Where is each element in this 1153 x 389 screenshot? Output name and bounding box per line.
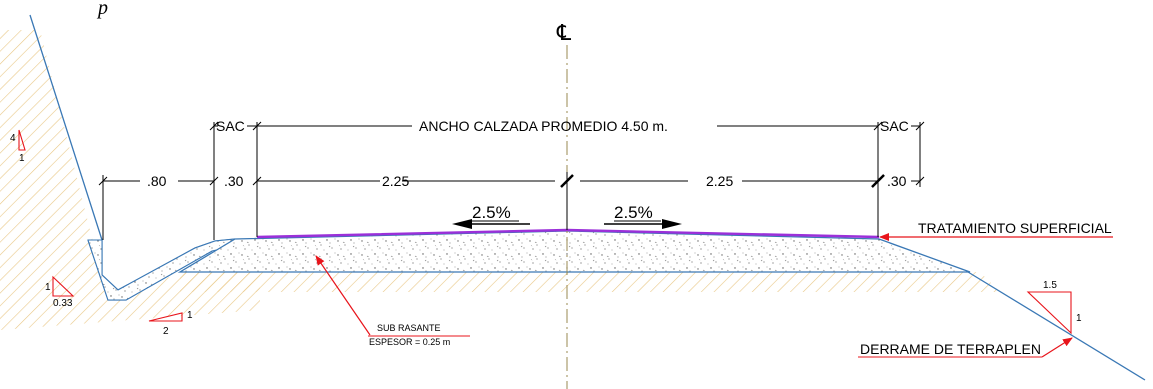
embankment-callout: DERRAME DE TERRAPLEN (858, 337, 1073, 358)
ditch-bottom-rise: 1 (187, 310, 193, 321)
right-shoulder-tick (871, 174, 885, 188)
surface-treatment-callout: TRATAMIENTO SUPERFICIAL (879, 220, 1113, 241)
crossfall-left-label: 2.5% (472, 203, 511, 222)
centerline-symbol: ℄ (556, 21, 572, 46)
fill-slope-line (967, 271, 1146, 381)
subgrade-callout: SUB RASANTE ESPESOR = 0.25 m (315, 255, 470, 347)
centerline-tick (560, 174, 574, 188)
total-width-label: ANCHO CALZADA PROMEDIO 4.50 m. (419, 118, 668, 134)
sac-right-label: SAC (880, 118, 909, 134)
subgrade-title-label: SUB RASANTE (377, 323, 441, 333)
lower-dimension-line (98, 174, 925, 188)
subgrade-thickness-label: ESPESOR = 0.25 m (369, 337, 450, 347)
surface-treatment-label: TRATAMIENTO SUPERFICIAL (918, 220, 1112, 236)
ditch-inner-triangle: 1 0.33 (45, 275, 75, 309)
ditch-bottom-triangle: 1 2 (148, 310, 193, 337)
lane-right-label: 2.25 (706, 173, 733, 189)
natural-ground-hatching (0, 30, 1000, 330)
cut-slope-rise: 4 (10, 133, 16, 144)
ditch-bottom-run: 2 (163, 326, 169, 337)
fill-slope-horizontal: 1.5 (1043, 280, 1057, 291)
shoulder-left-label: .30 (224, 173, 244, 189)
crossfall-left: 2.5% (452, 203, 530, 229)
crossfall-right: 2.5% (604, 203, 682, 229)
ditch-inner-rise: 1 (45, 282, 51, 293)
upper-dimension-line (209, 121, 925, 131)
ditch-inner-run: 0.33 (53, 298, 73, 309)
shoulder-right-label: .30 (887, 173, 907, 189)
fill-slope-triangle: 1.5 1 (1026, 280, 1082, 335)
embankment-label: DERRAME DE TERRAPLEN (860, 341, 1041, 357)
sac-left-label: SAC (216, 118, 245, 134)
title-fragment: p (96, 0, 108, 19)
lane-left-label: 2.25 (382, 173, 409, 189)
ditch-lining (87, 238, 236, 301)
ditch-width-label: .80 (147, 173, 167, 189)
cut-slope-triangle: 4 1 (10, 129, 26, 164)
crossfall-right-label: 2.5% (614, 203, 653, 222)
cut-slope-run: 1 (19, 153, 25, 164)
fill-slope-vertical: 1 (1076, 313, 1082, 324)
